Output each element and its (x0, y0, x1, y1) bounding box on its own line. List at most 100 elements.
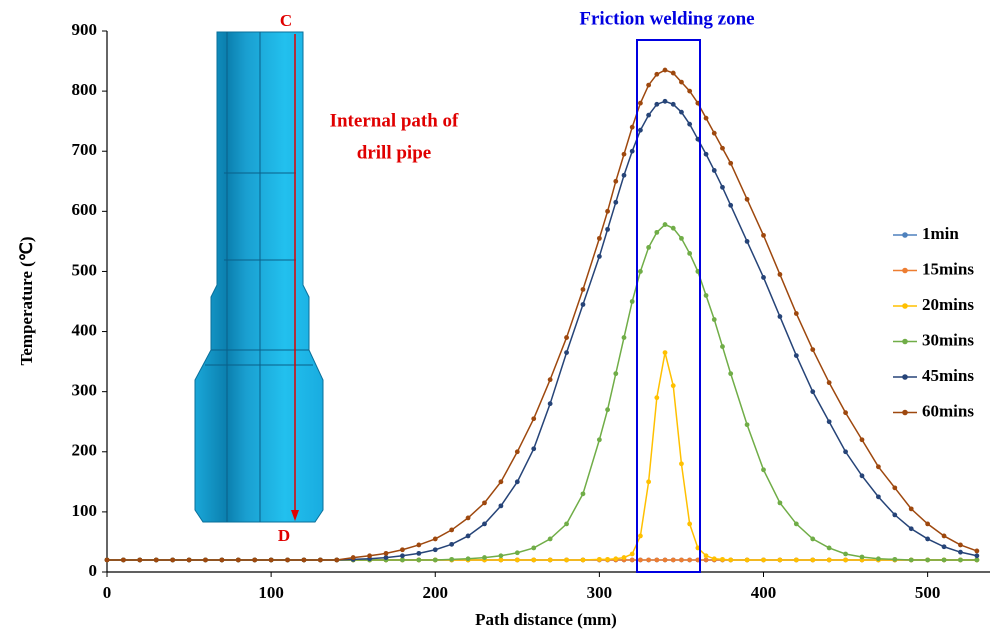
point (704, 553, 709, 558)
point (564, 335, 569, 340)
point (622, 152, 627, 157)
chart: C D Internal path of drill pipe Friction… (0, 0, 993, 634)
point (630, 552, 635, 557)
legend-marker (902, 339, 908, 345)
point (679, 236, 684, 241)
point (778, 314, 783, 319)
point (605, 227, 610, 232)
point (687, 251, 692, 256)
y-tick-label: 800 (72, 80, 98, 99)
point (876, 556, 881, 561)
point (105, 558, 110, 563)
point (531, 446, 536, 451)
point (778, 272, 783, 277)
point (482, 522, 487, 527)
point (613, 371, 618, 376)
legend-label: 15mins (922, 259, 974, 278)
point (679, 110, 684, 115)
point (843, 410, 848, 415)
point (860, 437, 865, 442)
point (252, 558, 257, 563)
legend-label: 45mins (922, 366, 974, 385)
point (531, 416, 536, 421)
point (778, 500, 783, 505)
point (515, 558, 520, 563)
point (827, 419, 832, 424)
point (564, 350, 569, 355)
point (942, 534, 947, 539)
legend-marker (902, 410, 908, 416)
point (942, 544, 947, 549)
point (236, 558, 241, 563)
point (794, 522, 799, 527)
point (515, 550, 520, 555)
point (482, 555, 487, 560)
point (638, 269, 643, 274)
point (720, 185, 725, 190)
point (630, 149, 635, 154)
point (843, 552, 848, 557)
legend-label: 60mins (922, 401, 974, 420)
x-tick-label: 400 (751, 583, 777, 602)
point (745, 197, 750, 202)
point (654, 230, 659, 235)
point (974, 558, 979, 563)
point (630, 299, 635, 304)
point (909, 526, 914, 531)
point (909, 506, 914, 511)
point (646, 245, 651, 250)
point (671, 558, 676, 563)
point (687, 122, 692, 127)
point (925, 522, 930, 527)
x-tick-label: 500 (915, 583, 941, 602)
point (646, 113, 651, 118)
point (892, 512, 897, 517)
point (810, 558, 815, 563)
point (597, 437, 602, 442)
point (548, 558, 553, 563)
point (482, 500, 487, 505)
point (605, 209, 610, 214)
point (187, 558, 192, 563)
point (630, 125, 635, 130)
point (745, 239, 750, 244)
point (219, 558, 224, 563)
point (663, 222, 668, 227)
path-top: C (280, 11, 292, 30)
point (925, 537, 930, 542)
point (827, 558, 832, 563)
point (613, 200, 618, 205)
point (720, 146, 725, 151)
point (778, 558, 783, 563)
point (548, 401, 553, 406)
point (671, 71, 676, 76)
point (687, 89, 692, 94)
point (531, 558, 536, 563)
path-label: Internal path of (330, 110, 459, 131)
point (761, 275, 766, 280)
point (433, 558, 438, 563)
point (466, 556, 471, 561)
point (679, 558, 684, 563)
point (892, 485, 897, 490)
point (564, 558, 569, 563)
point (654, 395, 659, 400)
point (400, 547, 405, 552)
legend-marker (902, 268, 908, 274)
point (958, 543, 963, 548)
point (876, 494, 881, 499)
point (384, 555, 389, 560)
point (794, 558, 799, 563)
point (704, 152, 709, 157)
point (892, 557, 897, 562)
point (638, 558, 643, 563)
point (704, 116, 709, 121)
point (581, 287, 586, 292)
point (302, 558, 307, 563)
point (728, 371, 733, 376)
point (712, 168, 717, 173)
path-label: drill pipe (357, 142, 431, 163)
point (416, 543, 421, 548)
point (687, 522, 692, 527)
y-tick-label: 700 (72, 140, 98, 159)
